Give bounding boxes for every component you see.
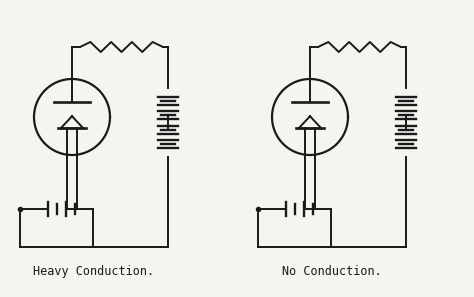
Text: No Conduction.: No Conduction. xyxy=(282,265,382,278)
Text: Heavy Conduction.: Heavy Conduction. xyxy=(34,265,155,278)
